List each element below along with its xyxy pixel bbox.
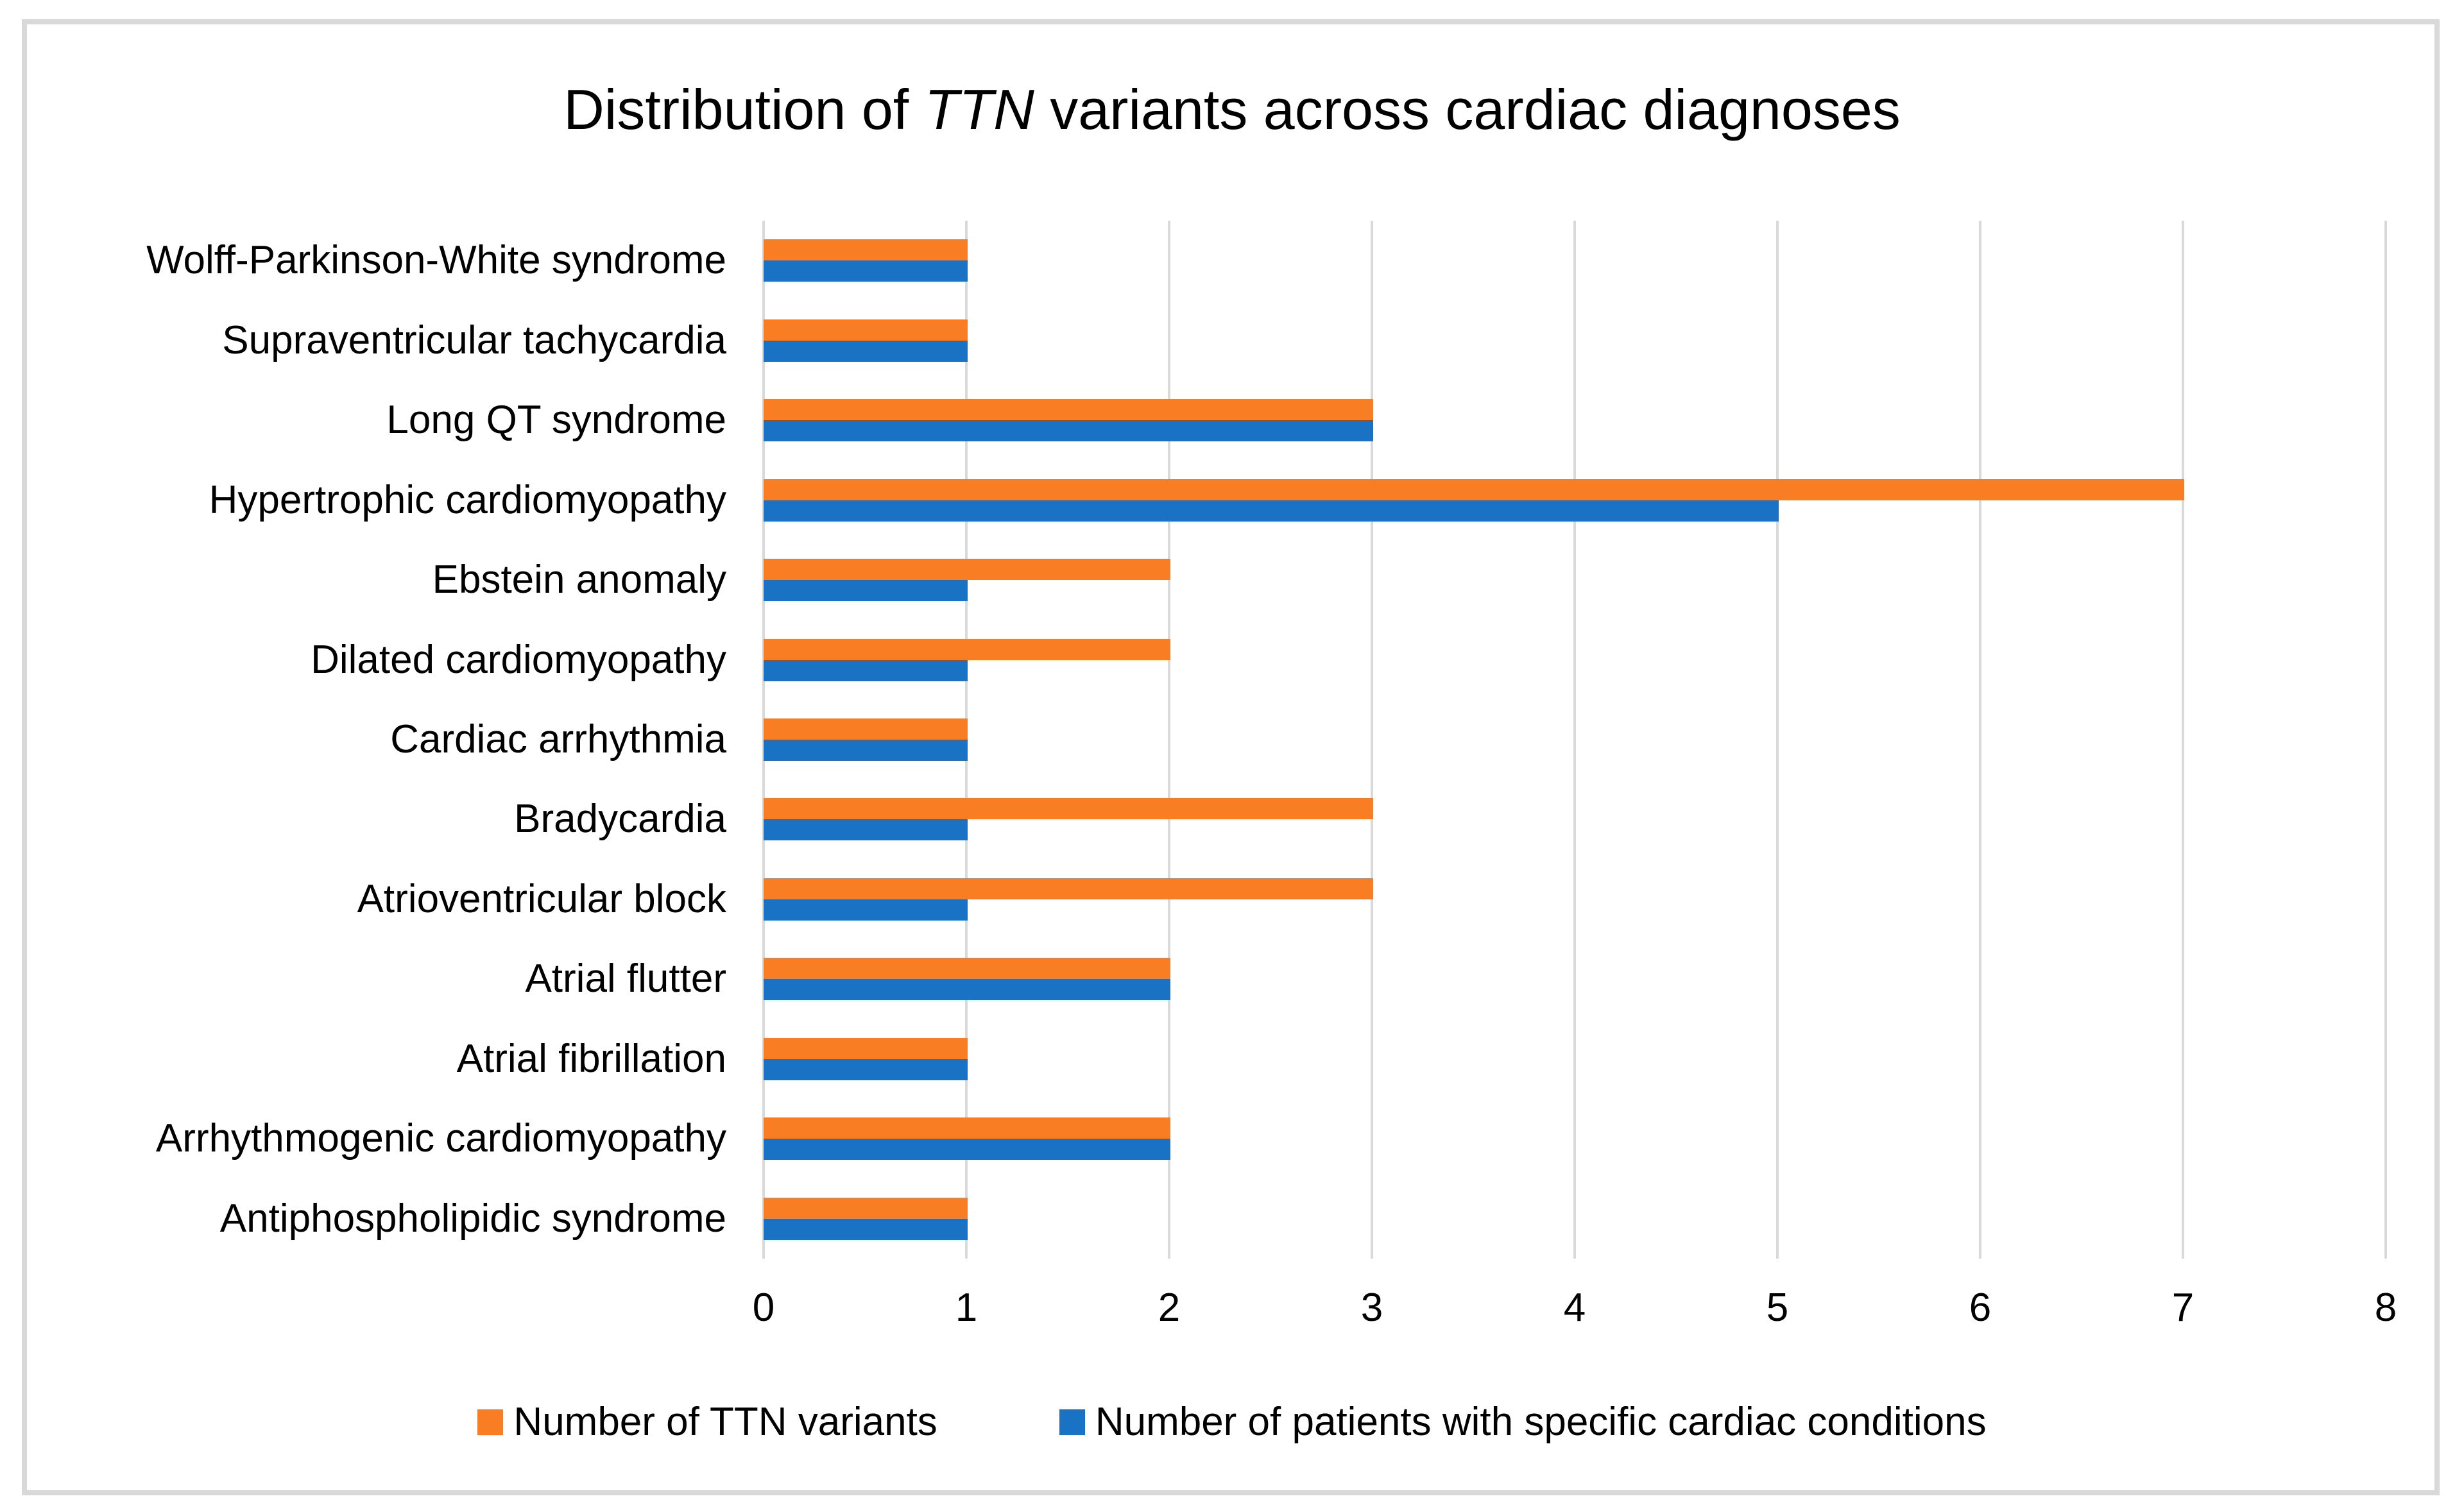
- x-tick-label: 3: [1360, 1286, 1383, 1330]
- bar-patients: [764, 1139, 1170, 1160]
- gridline: [1573, 221, 1576, 1259]
- category-label: Cardiac arrhythmia: [390, 717, 726, 761]
- bar-patients: [764, 899, 968, 921]
- category-label: Atrioventricular block: [357, 877, 726, 921]
- gridline: [2182, 221, 2184, 1259]
- bar-patients: [764, 420, 1373, 441]
- bar-patients: [764, 580, 968, 601]
- bar-ttn-variants: [764, 479, 2184, 500]
- legend-item: Number of TTN variants: [477, 1398, 937, 1446]
- bar-ttn-variants: [764, 1038, 968, 1059]
- x-tick-label: 4: [1563, 1286, 1586, 1330]
- bar-patients: [764, 660, 968, 681]
- bar-patients: [764, 819, 968, 840]
- x-tick-label: 2: [1158, 1286, 1181, 1330]
- bar-ttn-variants: [764, 1117, 1170, 1139]
- chart-title-suffix: variants across cardiac diagnoses: [1034, 78, 1901, 141]
- bar-patients: [764, 260, 968, 282]
- x-tick-label: 8: [2374, 1286, 2397, 1330]
- x-tick-label: 7: [2171, 1286, 2194, 1330]
- bar-ttn-variants: [764, 399, 1373, 420]
- bar-ttn-variants: [764, 718, 968, 740]
- gridline: [1979, 221, 1981, 1259]
- category-label: Atrial fibrillation: [456, 1037, 726, 1081]
- legend-label: Number of TTN variants: [513, 1400, 937, 1444]
- legend-item: Number of patients with specific cardiac…: [1059, 1398, 1987, 1446]
- chart-title-prefix: Distribution of: [563, 78, 925, 141]
- chart-title: Distribution of TTN variants across card…: [0, 74, 2464, 145]
- category-label: Bradycardia: [514, 797, 726, 841]
- x-tick-label: 0: [752, 1286, 775, 1330]
- category-label: Ebstein anomaly: [432, 557, 726, 602]
- legend-label: Number of patients with specific cardiac…: [1095, 1400, 1987, 1444]
- bar-ttn-variants: [764, 878, 1373, 899]
- bar-patients: [764, 1059, 968, 1080]
- x-tick-label: 6: [1969, 1286, 1992, 1330]
- category-label: Supraventricular tachycardia: [222, 318, 726, 362]
- category-label: Dilated cardiomyopathy: [311, 638, 726, 682]
- category-label: Hypertrophic cardiomyopathy: [209, 478, 726, 522]
- category-label: Atrial flutter: [525, 956, 726, 1001]
- gridline: [1776, 221, 1779, 1259]
- bar-patients: [764, 740, 968, 761]
- category-label: Antiphospholipidic syndrome: [219, 1196, 726, 1241]
- gridline: [1168, 221, 1170, 1259]
- bar-ttn-variants: [764, 639, 1170, 660]
- category-label: Long QT syndrome: [386, 398, 726, 442]
- bar-patients: [764, 341, 968, 362]
- gridline: [1371, 221, 1373, 1259]
- x-tick-label: 1: [955, 1286, 978, 1330]
- bar-patients: [764, 500, 1779, 522]
- bar-patients: [764, 1219, 968, 1240]
- bar-ttn-variants: [764, 319, 968, 341]
- legend-swatch-ttn-variants: [477, 1409, 504, 1435]
- x-tick-label: 5: [1766, 1286, 1789, 1330]
- chart-border: [22, 19, 2440, 1495]
- chart-title-gene: TTN: [924, 78, 1034, 141]
- legend-swatch-patients: [1059, 1409, 1085, 1435]
- bar-ttn-variants: [764, 798, 1373, 819]
- category-label: Arrhythmogenic cardiomyopathy: [155, 1116, 726, 1160]
- bar-ttn-variants: [764, 559, 1170, 580]
- category-label: Wolff-Parkinson-White syndrome: [146, 238, 726, 282]
- bar-patients: [764, 979, 1170, 1000]
- bar-ttn-variants: [764, 958, 1170, 979]
- gridline: [2384, 221, 2387, 1259]
- legend: Number of TTN variants Number of patients…: [0, 1398, 2464, 1446]
- bar-ttn-variants: [764, 239, 968, 260]
- bar-ttn-variants: [764, 1198, 968, 1219]
